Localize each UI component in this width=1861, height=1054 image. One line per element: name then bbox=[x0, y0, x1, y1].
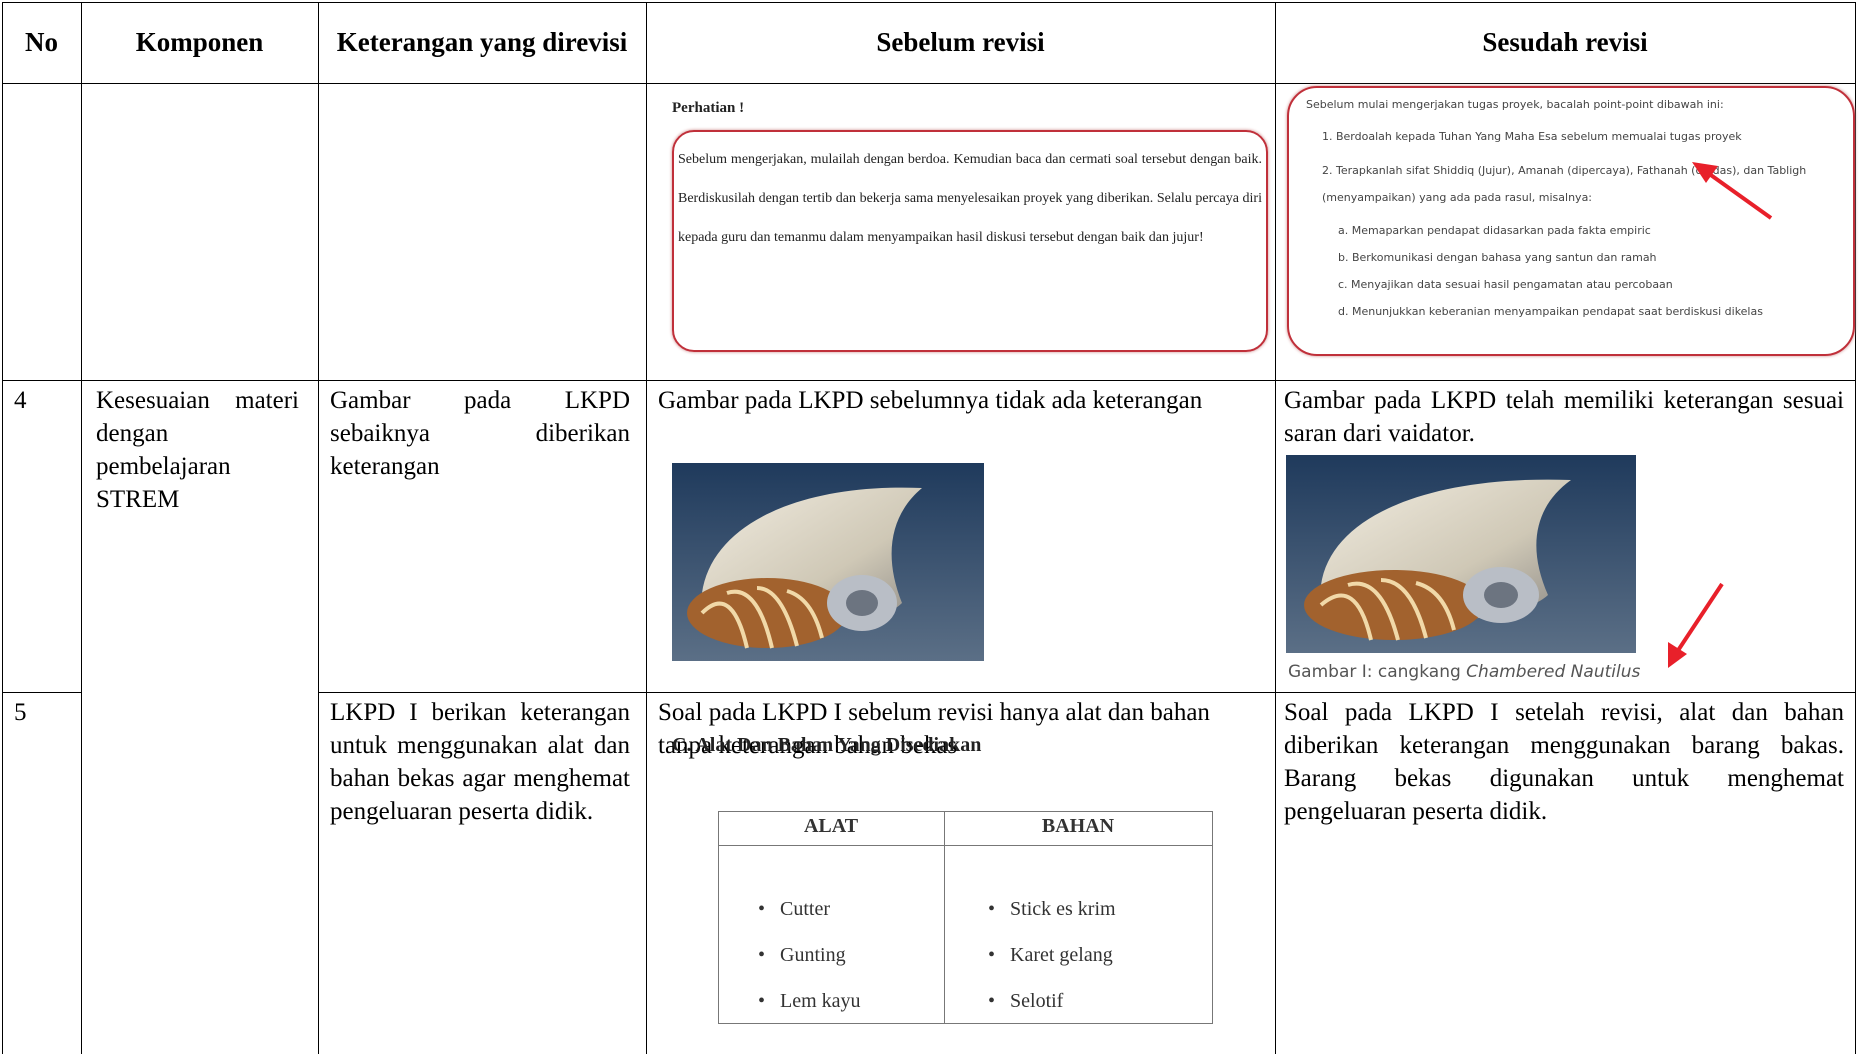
caption-text: Gambar I: cangkang bbox=[1288, 662, 1461, 682]
mini-text: Cutter bbox=[780, 898, 831, 920]
mini-list: • Cutter • Gunting • Lem kayu bbox=[758, 886, 861, 1024]
header-cell: Sebelum revisi bbox=[876, 27, 1045, 57]
mini-cell: • Stick es krim bbox=[988, 898, 1116, 920]
figure-item: 2. Terapkanlah sifat Shiddiq (Jujur), Am… bbox=[1322, 164, 1807, 204]
cell-after: Gambar pada LKPD telah memiliki keterang… bbox=[1284, 387, 1844, 447]
mini-list: • Stick es krim • Karet gelang • Selotif bbox=[988, 886, 1116, 1024]
mini-cell: • Selotif bbox=[988, 990, 1064, 1012]
mini-cell: • Karet gelang bbox=[988, 944, 1113, 966]
rule bbox=[944, 811, 945, 1023]
figure-subitem: a. Memaparkan pendapat didasarkan pada f… bbox=[1338, 224, 1651, 237]
caption-italic: Chambered Nautilus bbox=[1466, 662, 1641, 682]
mini-text: Karet gelang bbox=[1010, 944, 1113, 966]
cell-revised: Gambar pada LKPD sebaiknya diberikan ket… bbox=[330, 387, 630, 480]
rule bbox=[318, 2, 319, 1054]
mini-cell: • Cutter bbox=[758, 898, 831, 920]
figure-caption: Gambar I: cangkang Chambered Nautilus bbox=[1288, 662, 1640, 682]
rule bbox=[2, 2, 1856, 3]
mini-header: ALAT bbox=[803, 815, 859, 837]
figure-subitem: b. Berkomunikasi dengan bahasa yang sant… bbox=[1338, 251, 1657, 264]
rule bbox=[1855, 2, 1856, 1054]
cell-after: Soal pada LKPD I setelah revisi, alat da… bbox=[1284, 699, 1844, 825]
cell-before: Gambar pada LKPD sebelumnya tidak ada ke… bbox=[658, 387, 1203, 414]
cell-no: 5 bbox=[14, 699, 27, 726]
header-cell: Sesudah revisi bbox=[1482, 27, 1648, 57]
cell-revised: LKPD I berikan keterangan untuk mengguna… bbox=[330, 699, 630, 825]
mini-text: Gunting bbox=[780, 944, 846, 966]
mini-text: Selotif bbox=[1010, 990, 1064, 1012]
mini-table bbox=[718, 811, 1213, 1024]
header-cell: Komponen bbox=[135, 27, 264, 57]
rule bbox=[2, 83, 1856, 84]
rule bbox=[2, 2, 3, 1054]
shell-image bbox=[1286, 455, 1636, 653]
figure-title: Perhatian ! bbox=[672, 100, 745, 116]
rule bbox=[718, 845, 1212, 846]
figure-text: Sebelum mulai mengerjakan tugas proyek, … bbox=[1306, 98, 1724, 111]
cell-no: 4 bbox=[14, 387, 27, 414]
rule bbox=[2, 692, 81, 693]
rule bbox=[81, 2, 82, 1054]
figure-box bbox=[1287, 86, 1855, 356]
figure-subitem: c. Menyajikan data sesuai hasil pengamat… bbox=[1338, 278, 1673, 291]
header-cell: Keterangan yang direvisi bbox=[336, 27, 628, 57]
mini-text: Stick es krim bbox=[1010, 898, 1116, 920]
rule bbox=[646, 2, 647, 1054]
rule bbox=[1275, 2, 1276, 1054]
figure-title: C. Alat Dan Bahan Yang Disediakan bbox=[672, 734, 982, 756]
rule bbox=[2, 380, 1856, 381]
shell-image bbox=[672, 463, 984, 661]
cell-component: Kesesuaian materi dengan pembelajaran ST… bbox=[96, 387, 299, 513]
figure-text: Sebelum mengerjakan, mulailah dengan ber… bbox=[678, 152, 1262, 245]
mini-cell: • Lem kayu bbox=[758, 990, 861, 1012]
mini-header: BAHAN bbox=[1041, 815, 1115, 837]
mini-text: Lem kayu bbox=[780, 990, 861, 1012]
figure-box bbox=[672, 130, 1268, 352]
figure-item: 1. Berdoalah kepada Tuhan Yang Maha Esa … bbox=[1322, 130, 1742, 143]
rule bbox=[318, 692, 1856, 693]
mini-cell: • Gunting bbox=[758, 944, 846, 966]
figure-subitem: d. Menunjukkan keberanian menyampaikan p… bbox=[1338, 305, 1763, 318]
cell-before: Soal pada LKPD I sebelum revisi hanya al… bbox=[658, 699, 1210, 759]
header-cell: No bbox=[25, 27, 58, 57]
